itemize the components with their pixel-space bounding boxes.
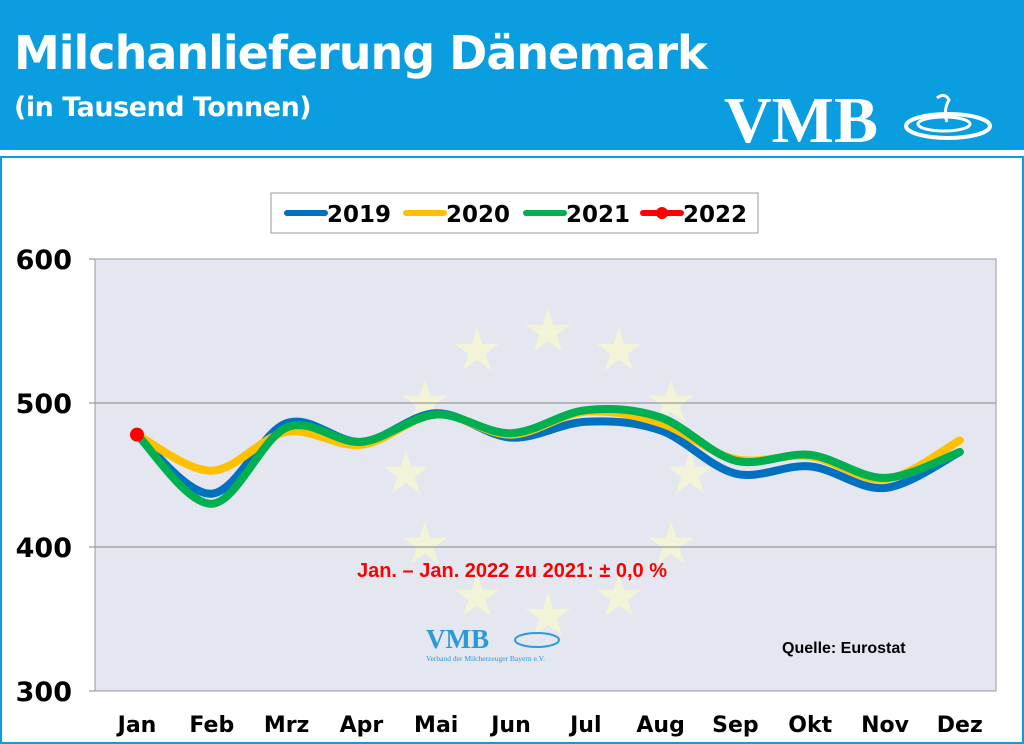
x-tick-label: Nov bbox=[861, 713, 910, 738]
y-tick-label: 400 bbox=[16, 533, 72, 564]
eu-star-icon bbox=[525, 308, 571, 352]
svg-text:VMB: VMB bbox=[724, 84, 878, 146]
eu-star-icon bbox=[454, 573, 500, 617]
x-tick-label: Dez bbox=[937, 713, 983, 738]
x-tick-label: Jun bbox=[489, 713, 531, 738]
eu-star-icon bbox=[667, 450, 713, 494]
y-tick-label: 300 bbox=[16, 677, 72, 708]
eu-star-icon bbox=[648, 521, 694, 565]
legend-label-2022: 2022 bbox=[683, 202, 747, 228]
page-title: Milchanlieferung Dänemark bbox=[14, 26, 708, 80]
header-banner: Milchanlieferung Dänemark (in Tausend To… bbox=[0, 0, 1024, 150]
legend-label-2020: 2020 bbox=[446, 202, 510, 228]
eu-star-icon bbox=[383, 450, 429, 494]
data-point-2022 bbox=[130, 427, 144, 442]
eu-star-icon bbox=[402, 521, 448, 565]
x-tick-label: Apr bbox=[340, 713, 384, 738]
eu-star-icon bbox=[525, 592, 571, 636]
eu-star-icon bbox=[596, 573, 642, 617]
vmb-logo: VMB bbox=[724, 84, 992, 146]
watermark-logo-icon bbox=[514, 632, 560, 648]
x-tick-label: Mrz bbox=[264, 713, 310, 738]
x-tick-label: Aug bbox=[636, 713, 684, 738]
change-annotation: Jan. – Jan. 2022 zu 2021: ± 0,0 % bbox=[357, 560, 667, 582]
legend-marker-2022 bbox=[656, 207, 668, 219]
page-subtitle: (in Tausend Tonnen) bbox=[14, 92, 312, 123]
watermark-logo-text: VMB bbox=[426, 624, 489, 654]
y-tick-label: 500 bbox=[16, 389, 72, 420]
eu-star-icon bbox=[596, 327, 642, 371]
eu-star-icon bbox=[402, 379, 448, 423]
legend-label-2019: 2019 bbox=[327, 202, 391, 228]
x-tick-label: Jul bbox=[568, 713, 601, 738]
eu-star-icon bbox=[648, 379, 694, 423]
x-tick-label: Mai bbox=[414, 713, 458, 738]
series-line-2021 bbox=[133, 405, 964, 508]
x-tick-label: Jan bbox=[116, 713, 157, 738]
source-label: Quelle: Eurostat bbox=[782, 640, 906, 657]
legend-label-2021: 2021 bbox=[566, 202, 630, 228]
x-tick-label: Sep bbox=[712, 713, 759, 738]
eu-star-icon bbox=[454, 327, 500, 371]
x-tick-label: Feb bbox=[189, 713, 234, 738]
y-tick-label: 600 bbox=[16, 245, 72, 276]
watermark-tagline: Verband der Milcherzeuger Bayern e.V. bbox=[426, 654, 545, 663]
x-tick-label: Okt bbox=[788, 713, 832, 738]
